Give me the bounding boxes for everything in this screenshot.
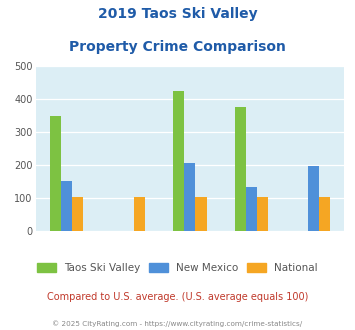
Bar [319, 197, 330, 231]
Text: Property Crime Comparison: Property Crime Comparison [69, 40, 286, 53]
Bar [235, 107, 246, 231]
Bar [72, 197, 83, 231]
Bar [133, 197, 145, 231]
Legend: Taos Ski Valley, New Mexico, National: Taos Ski Valley, New Mexico, National [38, 263, 317, 273]
Bar [50, 115, 61, 231]
Bar [184, 163, 196, 231]
Bar [246, 187, 257, 231]
Text: Compared to U.S. average. (U.S. average equals 100): Compared to U.S. average. (U.S. average … [47, 292, 308, 302]
Bar [61, 181, 72, 231]
Text: 2019 Taos Ski Valley: 2019 Taos Ski Valley [98, 7, 257, 20]
Bar [173, 91, 184, 231]
Text: © 2025 CityRating.com - https://www.cityrating.com/crime-statistics/: © 2025 CityRating.com - https://www.city… [53, 320, 302, 327]
Bar [308, 166, 319, 231]
Bar [257, 197, 268, 231]
Bar [196, 197, 207, 231]
